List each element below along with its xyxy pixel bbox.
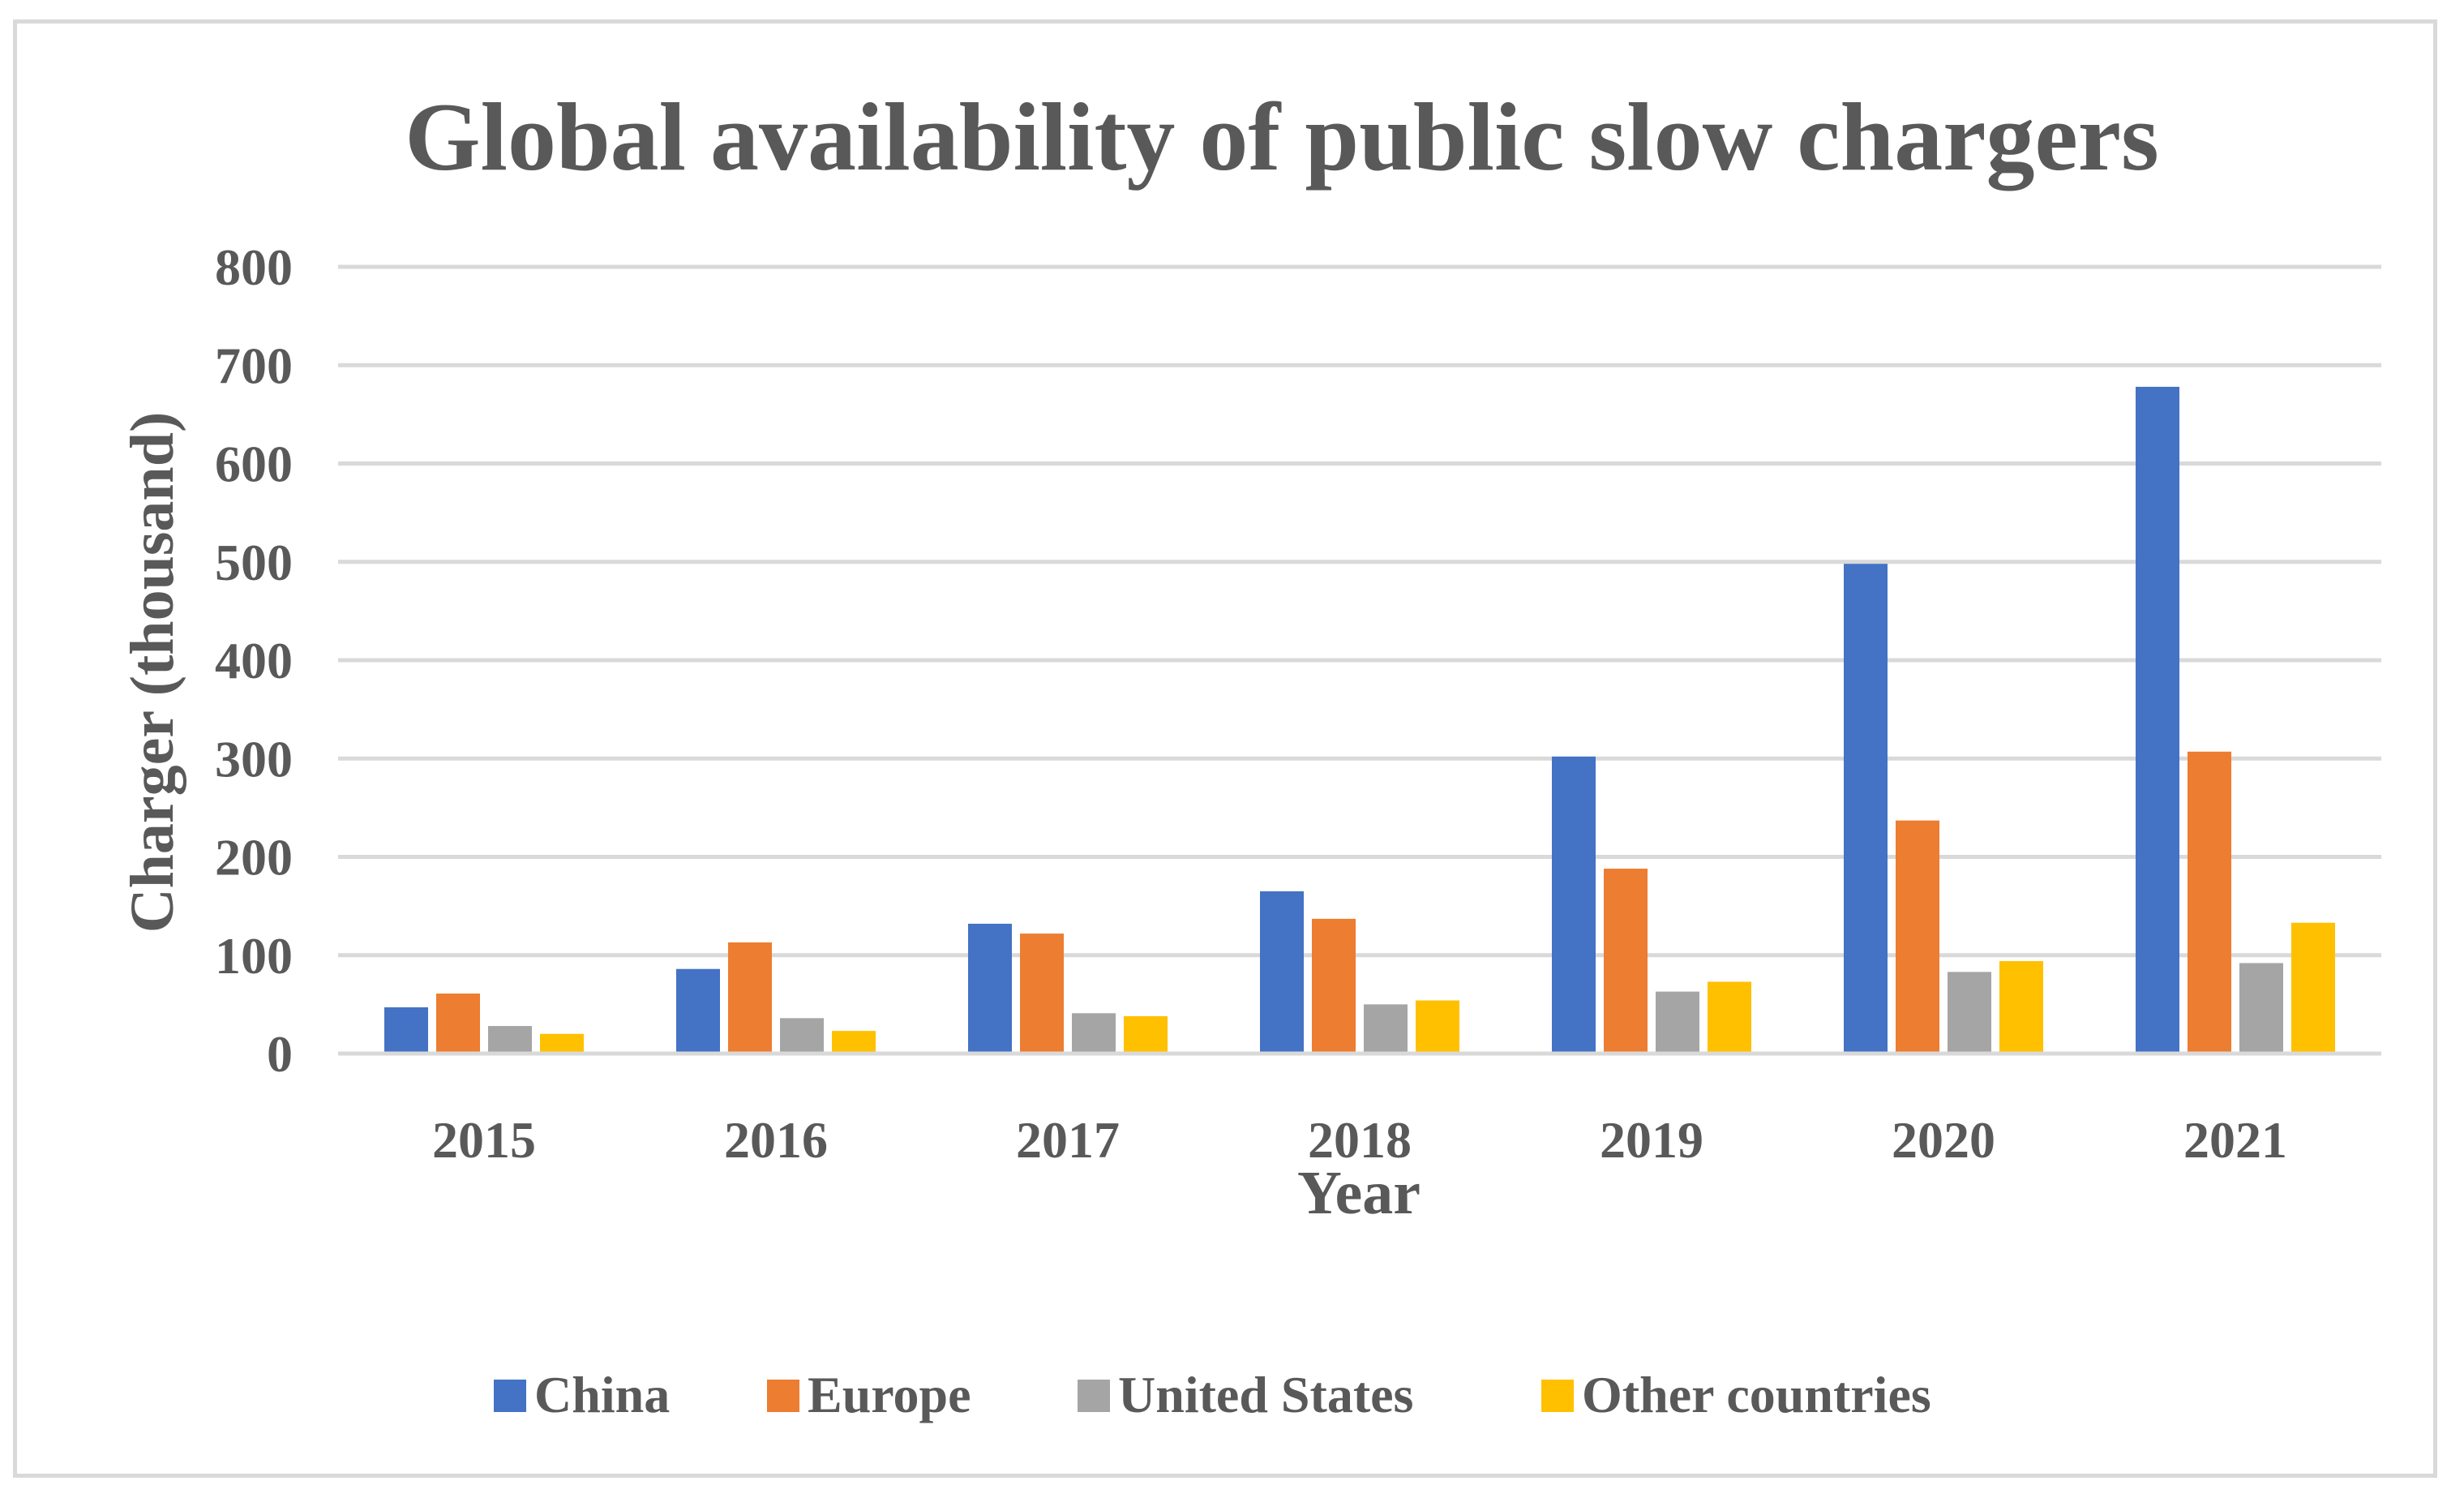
bar-china-2020 (1844, 564, 1888, 1054)
bar-europe-2017 (1020, 934, 1064, 1054)
y-tick-label: 300 (215, 730, 293, 788)
x-tick-label: 2018 (1308, 1111, 1412, 1169)
legend-label-united-states: United States (1118, 1366, 1413, 1423)
legend-swatch-united-states (1078, 1380, 1110, 1412)
x-tick-label: 2017 (1016, 1111, 1120, 1169)
legend-swatch-europe (767, 1380, 799, 1412)
bar-europe-2018 (1312, 918, 1356, 1054)
bar-united-states-2015 (488, 1026, 532, 1054)
y-tick-label: 0 (267, 1025, 293, 1083)
bar-united-states-2020 (1948, 972, 1991, 1054)
bar-other-countries-2016 (832, 1031, 876, 1054)
bar-united-states-2018 (1364, 1004, 1408, 1054)
chart-title: Global availability of public slow charg… (405, 83, 2158, 191)
y-tick-label: 400 (215, 632, 293, 689)
bar-other-countries-2015 (540, 1033, 584, 1054)
y-tick-label: 100 (215, 927, 293, 985)
bar-europe-2020 (1896, 820, 1939, 1054)
x-axis-title: Year (1297, 1159, 1421, 1227)
gridlines (338, 264, 2381, 1056)
bar-other-countries-2017 (1124, 1015, 1168, 1054)
legend: China Europe United States Other countries (494, 1366, 1931, 1423)
y-axis-ticks: 0 100 200 300 400 500 600 700 800 (215, 238, 293, 1083)
bar-china-2021 (2136, 386, 2179, 1054)
x-tick-label: 2019 (1600, 1111, 1703, 1169)
bar-other-countries-2019 (1708, 981, 1751, 1054)
legend-label-china: China (534, 1366, 670, 1423)
bar-china-2017 (968, 923, 1012, 1054)
bar-united-states-2021 (2239, 963, 2283, 1054)
x-tick-label: 2021 (2183, 1111, 2287, 1169)
chart-svg: Global availability of public slow charg… (118, 83, 2381, 1423)
x-axis-ticks: 2015 2016 2017 2018 2019 2020 2021 (432, 1111, 2287, 1169)
bar-europe-2016 (728, 942, 772, 1054)
bars (338, 386, 2381, 1056)
bar-china-2016 (676, 968, 720, 1054)
bar-united-states-2017 (1072, 1013, 1116, 1054)
x-tick-label: 2016 (724, 1111, 828, 1169)
chart-frame: Global availability of public slow charg… (13, 19, 2437, 1478)
y-axis-title: Charger (thousand) (118, 412, 186, 934)
x-tick-label: 2020 (1892, 1111, 1995, 1169)
bar-china-2019 (1552, 756, 1596, 1054)
legend-swatch-china (494, 1380, 526, 1412)
y-tick-label: 700 (215, 337, 293, 394)
bar-europe-2015 (436, 994, 480, 1054)
bar-other-countries-2021 (2291, 922, 2335, 1054)
x-tick-label: 2015 (432, 1111, 536, 1169)
bar-china-2018 (1260, 891, 1304, 1054)
legend-label-other-countries: Other countries (1582, 1366, 1931, 1423)
legend-label-europe: Europe (808, 1366, 971, 1423)
bar-united-states-2016 (780, 1018, 824, 1054)
y-tick-label: 200 (215, 829, 293, 886)
bar-united-states-2019 (1656, 991, 1699, 1054)
legend-swatch-other-countries (1541, 1380, 1574, 1412)
bar-europe-2019 (1604, 869, 1648, 1054)
bar-europe-2021 (2188, 751, 2231, 1054)
bar-other-countries-2018 (1416, 1000, 1459, 1054)
bar-other-countries-2020 (1999, 961, 2043, 1054)
y-tick-label: 600 (215, 436, 293, 493)
y-tick-label: 500 (215, 534, 293, 591)
bar-china-2015 (384, 1007, 428, 1054)
y-tick-label: 800 (215, 238, 293, 296)
